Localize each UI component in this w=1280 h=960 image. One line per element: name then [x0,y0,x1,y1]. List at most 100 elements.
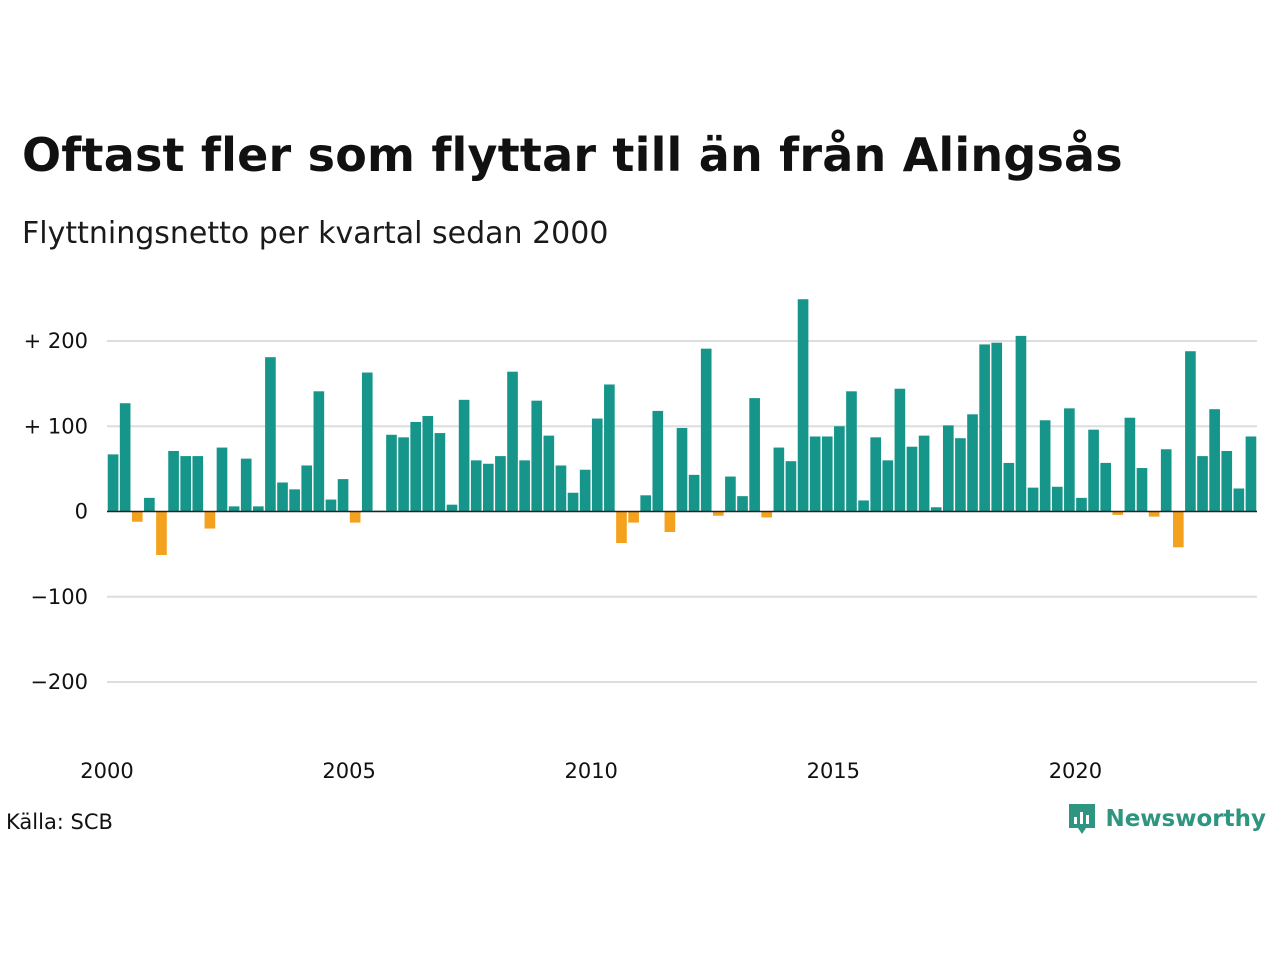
bar [785,461,797,512]
bar [144,497,155,512]
bar [688,474,700,512]
bar [967,414,978,512]
bar [616,511,627,544]
bar [301,465,313,512]
bar [519,460,530,512]
bar [240,458,252,512]
bar [495,456,506,512]
bar [192,456,204,512]
bar [1112,511,1124,515]
bar [1245,436,1257,512]
bar [955,438,966,512]
bar [1124,417,1136,512]
bar [834,426,845,512]
bar [458,399,470,512]
bar [809,436,821,512]
bar [216,447,228,512]
bar [930,507,942,512]
bar [640,495,652,512]
bar [700,348,712,512]
x-tick-label: 2010 [564,759,617,783]
bar [265,357,276,512]
bar [858,500,869,512]
bar-chart: + 200 + 100 0 −100 −200 2000 2005 2010 2015 2020 [24,299,1257,783]
brand-logo: Newsworthy [1067,802,1266,836]
bar [797,299,809,512]
y-tick-label: −200 [30,670,88,694]
newsworthy-logo-icon [1069,804,1096,834]
bar [1148,511,1160,517]
y-tick-label: + 100 [24,414,88,438]
bar [361,372,373,512]
bar [591,418,603,512]
source-label: Källa: SCB [6,810,113,834]
bar [761,511,773,518]
bars [107,299,1257,555]
bar [1051,486,1063,512]
x-tick-label: 2005 [322,759,375,783]
bar [1160,449,1172,512]
bar [942,425,954,512]
bar [664,511,676,532]
bar [1088,429,1099,512]
bar [1233,488,1245,512]
bar [470,460,482,512]
bar [628,511,639,523]
bar [894,388,906,512]
bar [277,482,288,512]
x-tick-label: 2020 [1049,759,1102,783]
bar [652,410,664,512]
bar [543,435,555,512]
bar [579,469,591,512]
bar [870,437,882,512]
bar [712,511,724,516]
x-tick-label: 2015 [807,759,860,783]
bar [1027,487,1039,512]
bar [846,391,857,512]
bar [918,435,930,512]
bar [737,496,748,512]
bar [398,437,409,512]
y-tick-label: + 200 [24,329,88,353]
bar [482,463,494,512]
bar [131,511,143,522]
bar [386,434,397,512]
bar [156,511,167,555]
bar [1136,468,1148,512]
bar [1221,450,1233,512]
bar [422,416,434,512]
bar [204,511,216,529]
bar [1003,462,1015,512]
bar [725,476,736,512]
chart-subtitle: Flyttningsnetto per kvartal sedan 2000 [22,216,609,251]
bar [991,342,1003,512]
bar [604,384,615,512]
bar [313,391,325,512]
bar [325,499,337,512]
bar [773,447,785,512]
bar [1064,408,1075,512]
x-axis-labels: 2000 2005 2010 2015 2020 [80,759,1102,783]
bar [289,489,300,512]
bar [446,504,458,512]
bar [567,492,579,512]
bar [979,344,990,512]
bar [1197,456,1208,512]
bar [1185,351,1196,512]
bar [337,479,349,512]
y-tick-label: 0 [75,500,88,524]
bar [1039,420,1051,512]
bar [180,456,192,512]
bar [676,427,688,512]
bar [882,460,894,512]
bar [1100,462,1112,512]
bar [555,465,567,512]
bar [1076,497,1087,512]
bar [168,450,179,512]
bar [107,454,119,512]
bar [821,436,833,512]
x-tick-label: 2000 [80,759,133,783]
bar [410,421,422,512]
bar [119,403,131,512]
bar [252,506,264,512]
